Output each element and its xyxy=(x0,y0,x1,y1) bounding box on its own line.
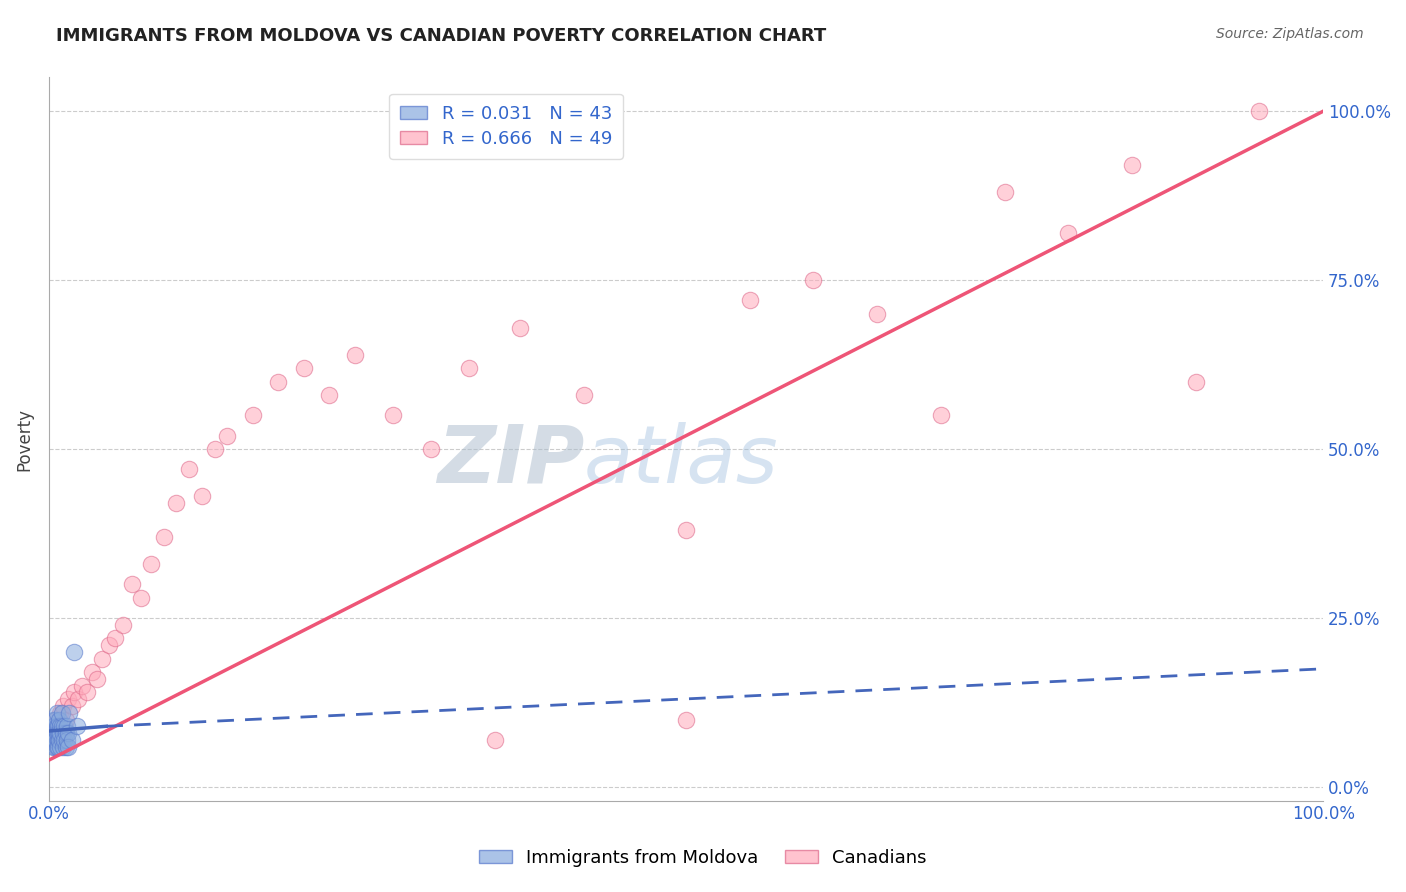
Point xyxy=(46,726,69,740)
Point xyxy=(53,719,76,733)
Point xyxy=(343,347,366,361)
Point xyxy=(1184,375,1206,389)
Point xyxy=(129,591,152,605)
Point xyxy=(76,685,98,699)
Y-axis label: Poverty: Poverty xyxy=(15,408,32,470)
Point xyxy=(42,726,65,740)
Point xyxy=(42,713,65,727)
Point xyxy=(48,713,70,727)
Point xyxy=(165,496,187,510)
Point xyxy=(1249,104,1271,119)
Point xyxy=(42,739,65,754)
Point xyxy=(52,698,75,713)
Point xyxy=(44,739,66,754)
Point xyxy=(572,388,595,402)
Legend: Immigrants from Moldova, Canadians: Immigrants from Moldova, Canadians xyxy=(472,842,934,874)
Point xyxy=(152,530,174,544)
Point xyxy=(46,739,69,754)
Point xyxy=(60,698,83,713)
Point xyxy=(139,557,162,571)
Text: IMMIGRANTS FROM MOLDOVA VS CANADIAN POVERTY CORRELATION CHART: IMMIGRANTS FROM MOLDOVA VS CANADIAN POVE… xyxy=(56,27,827,45)
Point xyxy=(675,713,697,727)
Point xyxy=(86,672,108,686)
Point xyxy=(58,706,80,720)
Point xyxy=(55,726,77,740)
Text: atlas: atlas xyxy=(583,422,779,500)
Point xyxy=(60,732,83,747)
Point xyxy=(48,726,70,740)
Point xyxy=(1121,158,1143,172)
Point xyxy=(51,719,73,733)
Point xyxy=(45,726,67,740)
Point xyxy=(91,651,114,665)
Point xyxy=(49,719,72,733)
Point xyxy=(509,320,531,334)
Point xyxy=(63,685,86,699)
Legend: R = 0.031   N = 43, R = 0.666   N = 49: R = 0.031 N = 43, R = 0.666 N = 49 xyxy=(389,94,623,159)
Point xyxy=(675,523,697,537)
Point xyxy=(104,632,127,646)
Point xyxy=(55,713,77,727)
Point xyxy=(56,732,79,747)
Point xyxy=(929,409,952,423)
Point xyxy=(121,577,143,591)
Point xyxy=(51,706,73,720)
Text: Source: ZipAtlas.com: Source: ZipAtlas.com xyxy=(1216,27,1364,41)
Point xyxy=(179,462,201,476)
Point xyxy=(42,726,65,740)
Point xyxy=(42,726,65,740)
Point xyxy=(41,732,63,747)
Point xyxy=(56,719,79,733)
Point xyxy=(44,726,66,740)
Point xyxy=(42,719,65,733)
Point xyxy=(45,706,67,720)
Point xyxy=(382,409,405,423)
Point xyxy=(82,665,104,680)
Point xyxy=(46,719,69,733)
Point xyxy=(48,732,70,747)
Point xyxy=(52,726,75,740)
Point xyxy=(292,361,315,376)
Point xyxy=(318,388,340,402)
Point xyxy=(45,719,67,733)
Point xyxy=(217,428,239,442)
Point xyxy=(267,375,290,389)
Point xyxy=(67,692,90,706)
Point xyxy=(49,726,72,740)
Point xyxy=(56,739,79,754)
Point xyxy=(97,638,120,652)
Point xyxy=(191,490,214,504)
Point xyxy=(49,706,72,720)
Point xyxy=(458,361,481,376)
Point xyxy=(63,645,86,659)
Point xyxy=(44,732,66,747)
Point xyxy=(45,739,67,754)
Text: ZIP: ZIP xyxy=(437,422,583,500)
Point xyxy=(111,618,134,632)
Point xyxy=(55,739,77,754)
Point xyxy=(42,732,65,747)
Point xyxy=(70,679,93,693)
Point xyxy=(52,739,75,754)
Point xyxy=(53,732,76,747)
Point xyxy=(738,293,761,308)
Point xyxy=(51,732,73,747)
Point xyxy=(204,442,226,457)
Point xyxy=(484,732,506,747)
Point xyxy=(44,713,66,727)
Point xyxy=(66,719,89,733)
Point xyxy=(56,726,79,740)
Point xyxy=(994,186,1017,200)
Point xyxy=(42,719,65,733)
Point xyxy=(44,713,66,727)
Point xyxy=(49,739,72,754)
Point xyxy=(56,692,79,706)
Point xyxy=(803,273,825,287)
Point xyxy=(46,732,69,747)
Point xyxy=(420,442,443,457)
Point xyxy=(866,307,889,321)
Point xyxy=(242,409,264,423)
Point xyxy=(1057,226,1080,240)
Point xyxy=(46,719,69,733)
